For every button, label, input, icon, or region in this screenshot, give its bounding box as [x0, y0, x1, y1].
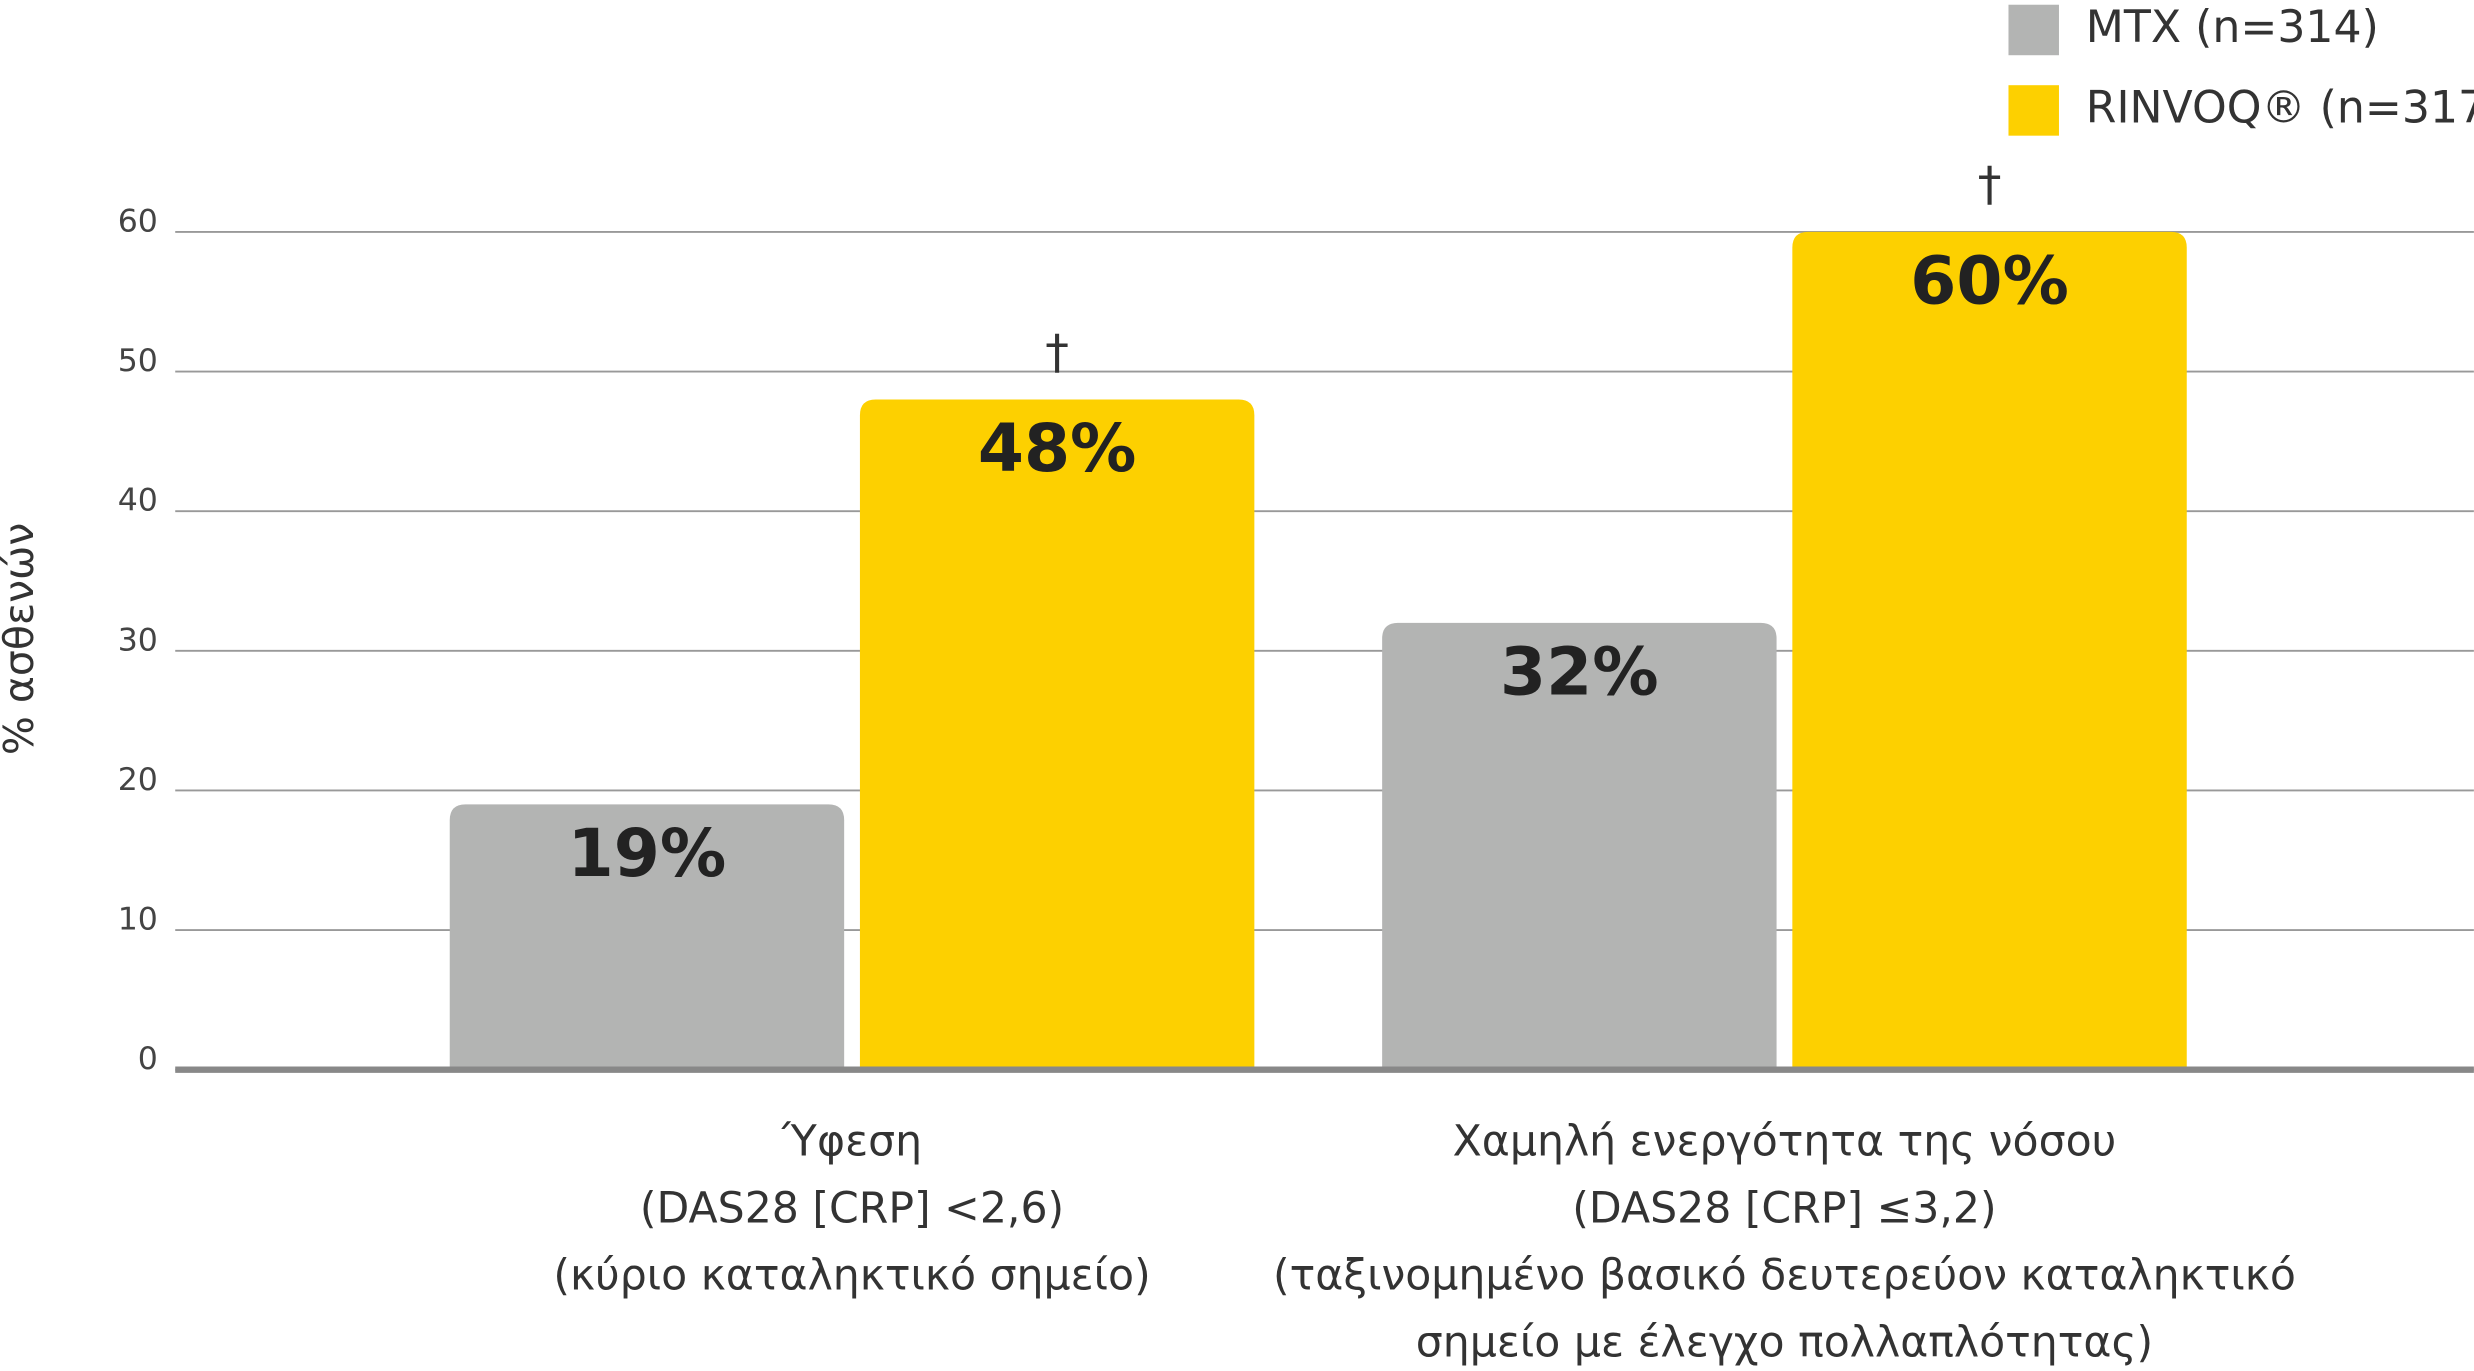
x-tick-label: (κύριο καταληκτικό σημείο): [553, 1250, 1150, 1300]
value-label: 48%: [978, 409, 1137, 487]
y-tick-label: 40: [118, 483, 158, 519]
legend-swatch: [2008, 4, 2059, 56]
legend-label: MTX (n=314): [2086, 2, 2379, 53]
x-tick-label: Χαμηλή ενεργότητα της νόσου: [1453, 1116, 2117, 1166]
annotation: †: [1045, 325, 1069, 380]
x-tick-label: (DAS28 [CRP] <2,6): [640, 1183, 1064, 1233]
y-tick-label: 20: [118, 762, 158, 798]
bar: [1792, 231, 2187, 1070]
legend-swatch: [2008, 85, 2059, 136]
x-tick-label: (ταξινομημένο βασικό δευτερεύον καταληκτ…: [1273, 1250, 2296, 1300]
y-axis-label: % ασθενών: [0, 523, 43, 755]
value-label: 60%: [1910, 242, 2069, 320]
bar: [1382, 622, 1777, 1070]
annotation: †: [1978, 158, 2002, 213]
legend-label: RINVOQ® (n=317): [2086, 82, 2474, 133]
y-tick-label: 60: [118, 203, 158, 239]
value-label: 19%: [568, 814, 727, 892]
bar: [449, 804, 845, 1070]
y-tick-label: 10: [118, 902, 158, 938]
x-tick-label: σημείο με έλεγχο πολλαπλότητας): [1416, 1317, 2153, 1367]
y-tick-label: 50: [118, 343, 158, 379]
y-tick-label: 30: [118, 622, 158, 658]
value-label: 32%: [1500, 633, 1659, 711]
x-tick-label: Ύφεση: [781, 1116, 922, 1166]
bar: [859, 399, 1255, 1070]
x-tick-label: (DAS28 [CRP] ≤3,2): [1572, 1183, 1996, 1233]
y-tick-label: 0: [138, 1041, 158, 1077]
